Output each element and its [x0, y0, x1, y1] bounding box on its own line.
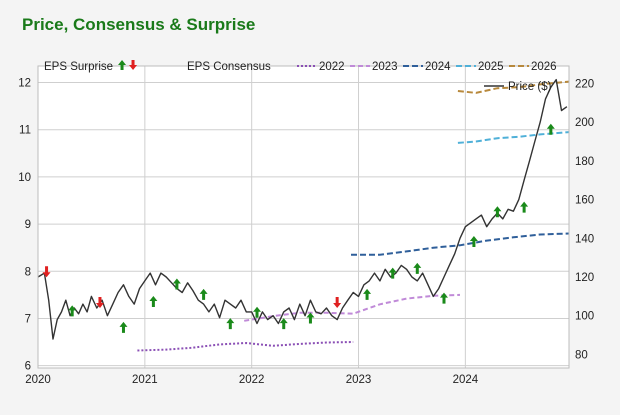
- right-axis-tick-label: 180: [575, 156, 594, 168]
- surprise-up-arrow: [68, 305, 77, 317]
- left-axis-tick-label: 12: [18, 78, 31, 90]
- left-axis-tick-label: 11: [19, 125, 31, 137]
- x-axis-tick-label: 2024: [453, 374, 479, 386]
- x-axis-tick-label: 2020: [25, 374, 51, 386]
- legend-label-2026: 2026: [531, 61, 557, 73]
- surprise-down-arrow: [333, 296, 342, 308]
- surprise-up-arrow: [279, 318, 288, 330]
- legend-eps-surprise: EPS Surprise: [44, 61, 113, 73]
- surprise-up-arrow: [439, 292, 448, 304]
- legend-label-2025: 2025: [478, 61, 504, 73]
- legend-price: Price ($): [508, 81, 552, 93]
- surprise-up-arrow: [253, 306, 262, 318]
- left-axis-tick-label: 10: [18, 172, 31, 184]
- surprise-up-arrow: [226, 318, 235, 330]
- right-axis-tick-label: 80: [575, 349, 588, 361]
- right-axis-tick-label: 120: [575, 272, 594, 284]
- surprise-up-arrow: [199, 288, 208, 300]
- surprise-up-arrow: [546, 123, 555, 135]
- right-axis-tick-label: 140: [575, 233, 594, 245]
- plot-frame: [37, 65, 570, 369]
- surprise-up-arrow: [413, 262, 422, 274]
- surprise-up-arrow: [119, 321, 128, 333]
- surprise-up-arrow: [172, 278, 181, 290]
- left-axis-tick-label: 6: [25, 361, 31, 373]
- surprise-up-arrow: [149, 295, 158, 307]
- consensus-line-2026: [457, 80, 570, 94]
- legend-label-2023: 2023: [372, 61, 398, 73]
- surprise-down-arrow: [42, 266, 51, 278]
- legend-label-2024: 2024: [425, 61, 451, 73]
- surprise-down-arrow: [95, 296, 104, 308]
- legend-down-arrow-icon: [129, 60, 138, 70]
- x-axis-tick-label: 2022: [239, 374, 265, 386]
- left-axis-tick-label: 8: [25, 266, 31, 278]
- surprise-up-arrow: [306, 312, 315, 324]
- surprise-up-arrow: [388, 267, 397, 279]
- consensus-line-2025: [457, 131, 570, 144]
- surprise-up-arrow: [520, 201, 529, 213]
- legend-up-arrow-icon: [118, 60, 127, 70]
- right-axis-tick-label: 160: [575, 195, 594, 207]
- axes-layer: 6 7 8 9 10 11 12 80 100 120 140 160 180 200 220 2020 202…: [18, 65, 594, 386]
- chart-title: Price, Consensus & Surprise: [22, 15, 255, 34]
- surprise-up-arrow: [363, 288, 372, 300]
- left-axis-tick-label: 9: [25, 219, 31, 231]
- plot-area: [38, 66, 569, 368]
- surprise-up-arrow: [493, 206, 502, 218]
- right-axis-tick-label: 200: [575, 117, 594, 129]
- x-axis-tick-label: 2023: [346, 374, 372, 386]
- surprise-markers: [42, 123, 555, 333]
- surprise-up-arrow: [469, 236, 478, 248]
- right-axis-tick-label: 100: [575, 311, 594, 323]
- legend-eps-consensus: EPS Consensus: [187, 61, 271, 73]
- x-axis-tick-label: 2021: [132, 374, 158, 386]
- legend-label-2022: 2022: [319, 61, 345, 73]
- right-axis-tick-label: 220: [575, 78, 594, 90]
- consensus-line-2022: [137, 341, 354, 352]
- consensus-line-2024: [351, 232, 570, 256]
- series-layer: [37, 78, 570, 352]
- left-axis-tick-label: 7: [25, 313, 31, 325]
- legend: EPS Surprise EPS Consensus 2022 2023 2024 202…: [44, 60, 557, 93]
- price-line: [37, 78, 568, 340]
